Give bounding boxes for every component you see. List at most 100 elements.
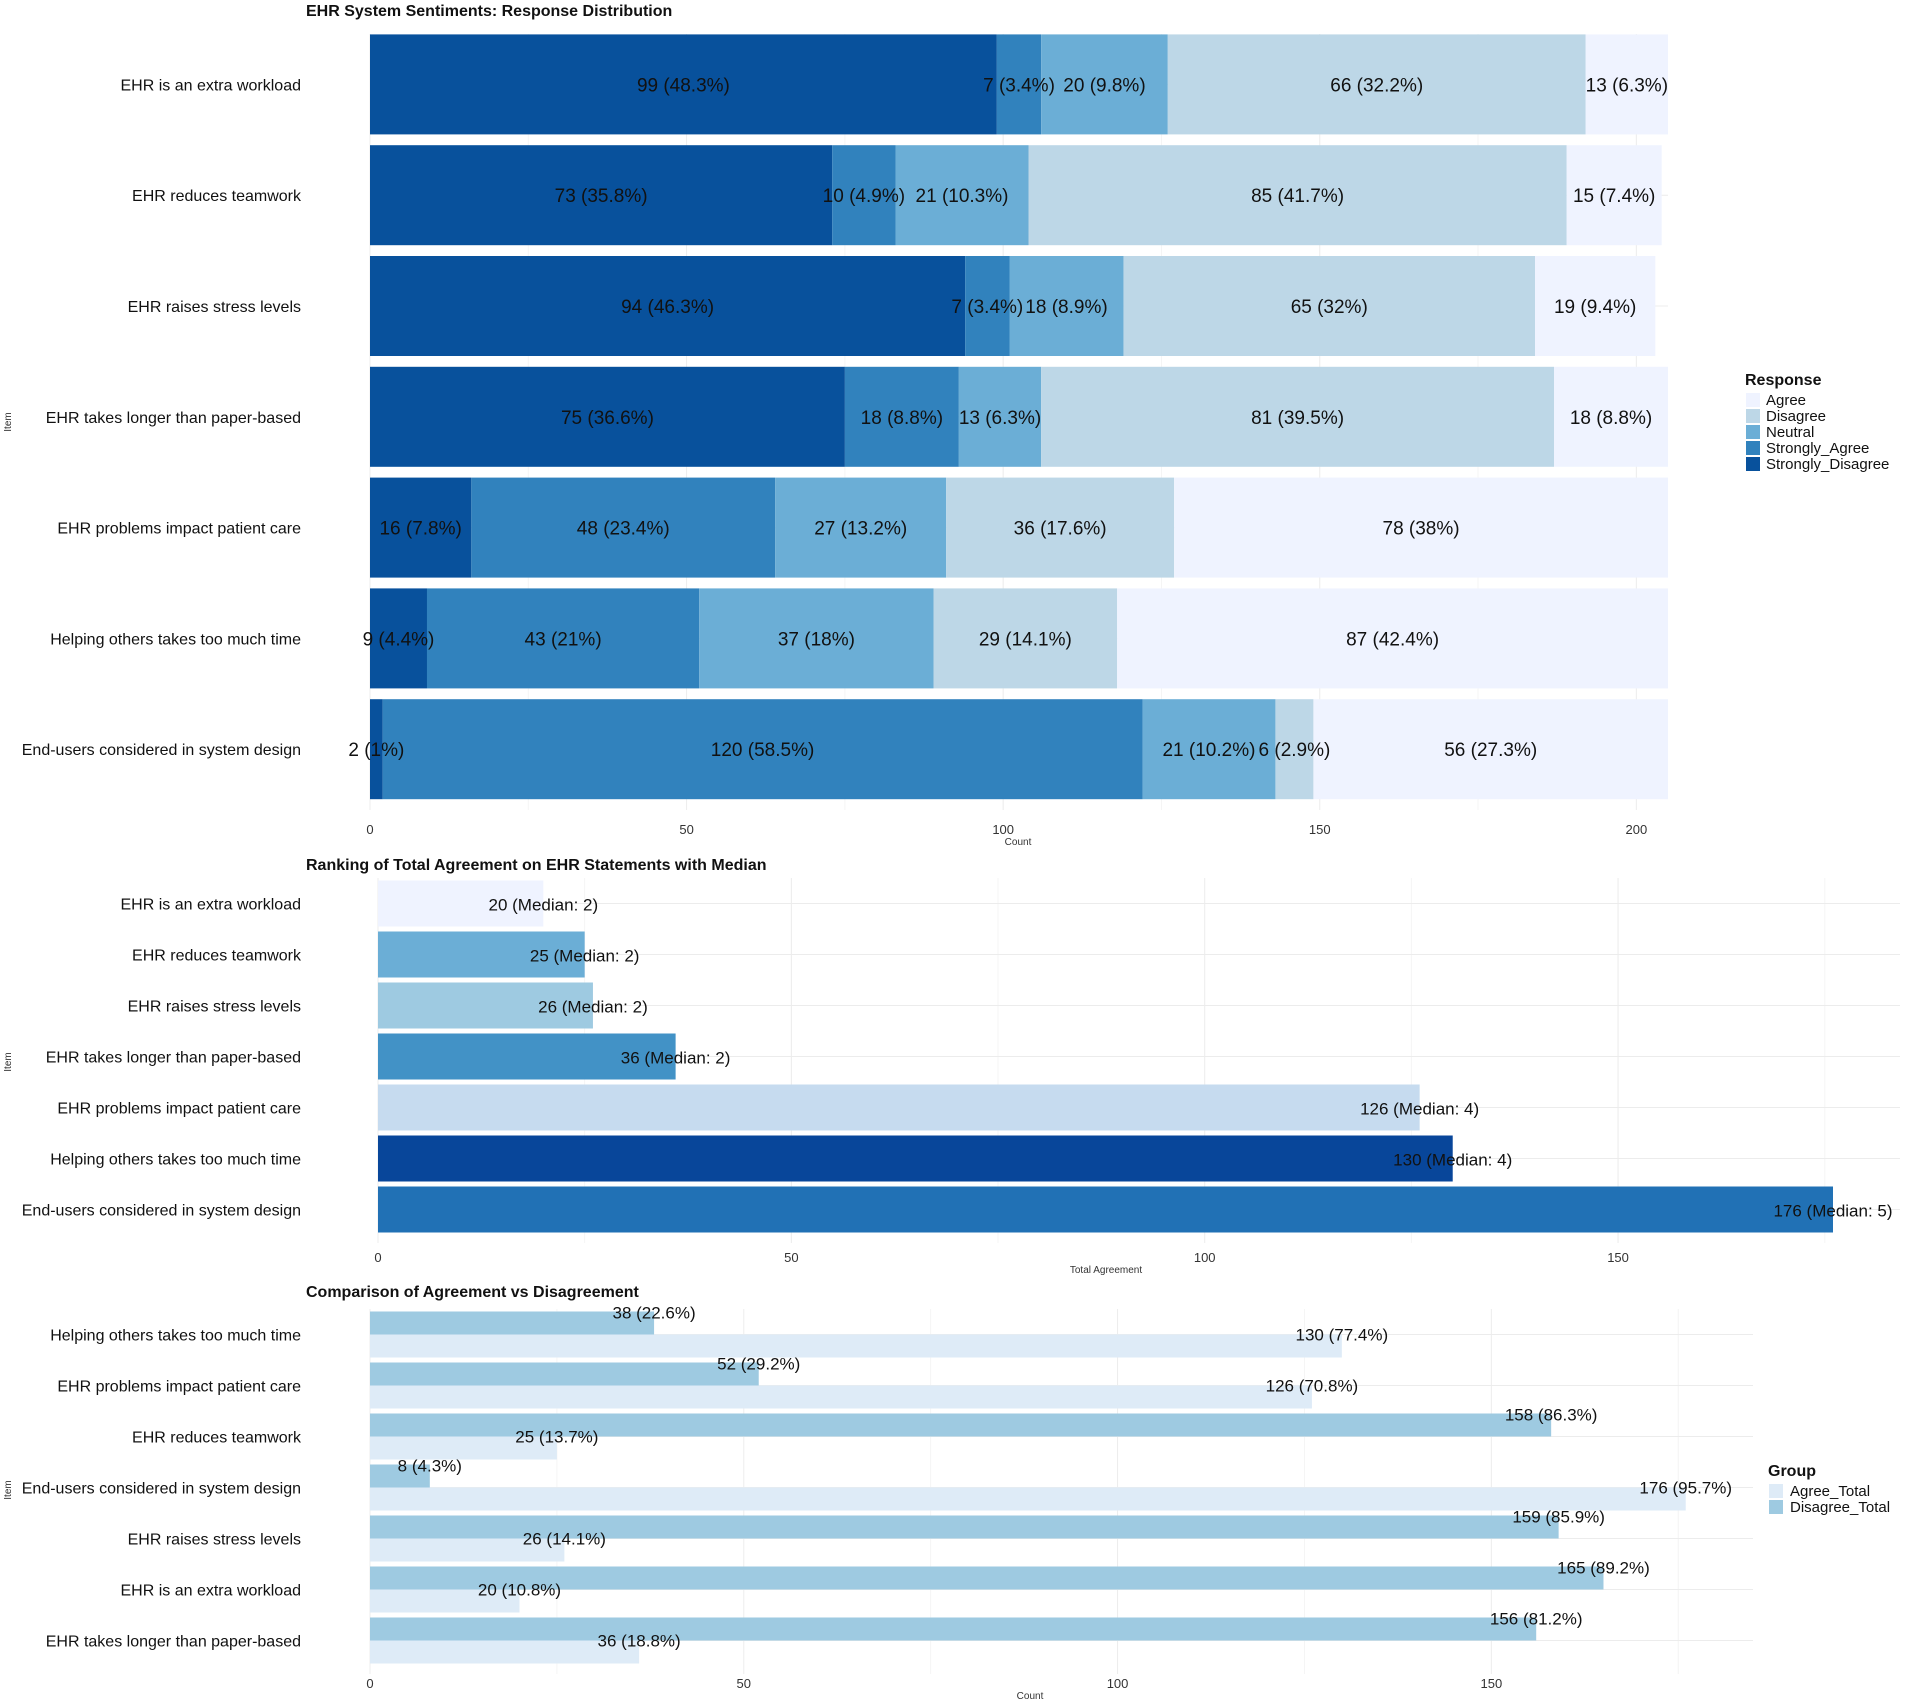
panel3-bar-agree-total-3 xyxy=(370,1487,1686,1511)
panel3-category-label-0: Helping others takes too much time xyxy=(50,1328,301,1345)
panel3-bar-disagree-total-5 xyxy=(370,1566,1604,1590)
panel1-data-label-agree-0: 13 (6.3%) xyxy=(1586,75,1668,96)
panel1-bar-neutral-0 xyxy=(1041,34,1168,135)
panel1-legend-swatch-2 xyxy=(1746,425,1760,439)
panel1-data-label-strongly-agree-3: 18 (8.8%) xyxy=(861,408,943,429)
panel1-legend-label-3: Strongly_Agree xyxy=(1766,440,1869,457)
panel1-legend-label-1: Disagree xyxy=(1766,408,1826,425)
panel3-bar-disagree-total-6 xyxy=(370,1617,1537,1641)
panel3-category-label-5: EHR is an extra workload xyxy=(120,1583,301,1600)
panel2-category-label-6: End-users considered in system design xyxy=(22,1203,301,1220)
panel1-title: EHR System Sentiments: Response Distribu… xyxy=(306,3,672,20)
panel1-bar-disagree-5 xyxy=(933,588,1118,689)
panel3-data-label-agree-total-4: 26 (14.1%) xyxy=(523,1530,606,1549)
panel1-data-label-strongly-disagree-3: 75 (36.6%) xyxy=(561,408,654,429)
panel2-category-label-4: EHR problems impact patient care xyxy=(57,1101,301,1118)
panel2-category-label-0: EHR is an extra workload xyxy=(120,897,301,914)
panel-response-distribution: EHR System Sentiments: Response Distribu… xyxy=(3,3,1889,848)
panel1-bar-neutral-3 xyxy=(958,366,1042,467)
panel1-ylabel: Item xyxy=(3,412,14,431)
panel1-bar-strongly-agree-1 xyxy=(832,145,896,246)
panel1-data-label-neutral-2: 18 (8.9%) xyxy=(1025,297,1107,318)
panel2-title: Ranking of Total Agreement on EHR Statem… xyxy=(306,857,766,874)
panel1-bar-disagree-0 xyxy=(1167,34,1586,135)
panel1-data-label-strongly-agree-1: 10 (4.9%) xyxy=(823,186,905,207)
panel1-data-label-strongly-agree-2: 7 (3.4%) xyxy=(951,297,1023,318)
panel3-category-label-4: EHR raises stress levels xyxy=(128,1532,301,1549)
panel1-bar-agree-2 xyxy=(1535,256,1656,356)
panel1-data-label-strongly-disagree-6: 2 (1%) xyxy=(348,740,404,761)
panel1-data-label-agree-2: 19 (9.4%) xyxy=(1554,297,1636,318)
panel3-category-label-6: EHR takes longer than paper-based xyxy=(46,1634,301,1651)
panel1-data-label-neutral-3: 13 (6.3%) xyxy=(959,408,1041,429)
panel3-bar-agree-total-2 xyxy=(370,1436,557,1460)
panel3-legend-title: Group xyxy=(1768,1463,1816,1480)
panel1-bar-strongly-agree-3 xyxy=(844,366,959,467)
panel3-xlabel: Count xyxy=(1017,1691,1044,1702)
panel1-category-label-0: EHR is an extra workload xyxy=(120,77,301,94)
panel1-bar-agree-6 xyxy=(1313,699,1668,800)
panel1-data-label-disagree-5: 29 (14.1%) xyxy=(979,629,1072,650)
panel1-data-label-agree-4: 78 (38%) xyxy=(1383,519,1460,540)
panel1-data-label-strongly-disagree-0: 99 (48.3%) xyxy=(637,75,730,96)
panel1-bar-agree-0 xyxy=(1585,34,1668,135)
panel2-bar-5 xyxy=(378,1135,1453,1182)
panel3-data-label-disagree-total-5: 165 (89.2%) xyxy=(1557,1559,1650,1578)
panel2-bar-1 xyxy=(378,931,585,978)
panel1-data-label-neutral-1: 21 (10.3%) xyxy=(916,186,1009,207)
panel2-bar-3 xyxy=(378,1033,676,1080)
panel2-category-label-2: EHR raises stress levels xyxy=(128,999,301,1016)
panel1-bar-agree-3 xyxy=(1554,366,1668,467)
panel1-bar-strongly-disagree-6 xyxy=(370,699,383,800)
panel1-xtick-2: 100 xyxy=(992,822,1014,837)
panel1-bar-disagree-1 xyxy=(1028,145,1567,246)
panel3-data-label-agree-total-2: 25 (13.7%) xyxy=(515,1428,598,1447)
panel1-data-label-strongly-disagree-5: 9 (4.4%) xyxy=(363,629,435,650)
panel1-bar-strongly-disagree-5 xyxy=(370,588,427,689)
panel1-xtick-4: 200 xyxy=(1625,822,1647,837)
panel3-bar-agree-total-5 xyxy=(370,1589,520,1613)
panel1-legend-swatch-1 xyxy=(1746,409,1760,423)
panel3-bar-agree-total-0 xyxy=(370,1334,1342,1358)
panel3-category-label-1: EHR problems impact patient care xyxy=(57,1379,301,1396)
panel2-xtick-2: 100 xyxy=(1194,1250,1216,1265)
panel1-bar-strongly-disagree-4 xyxy=(370,477,472,578)
panel2-data-label-3: 36 (Median: 2) xyxy=(621,1049,731,1068)
panel3-bar-disagree-total-0 xyxy=(370,1311,655,1335)
panel1-data-label-disagree-6: 6 (2.9%) xyxy=(1259,740,1331,761)
panel1-data-label-strongly-agree-5: 43 (21%) xyxy=(525,629,602,650)
panel1-legend-title: Response xyxy=(1745,372,1822,389)
panel3-bar-disagree-total-4 xyxy=(370,1515,1559,1539)
panel1-data-label-agree-1: 15 (7.4%) xyxy=(1573,186,1655,207)
panel3-legend-label-1: Disagree_Total xyxy=(1790,1499,1890,1516)
panel1-bar-strongly-agree-4 xyxy=(471,477,776,578)
panel1-data-label-strongly-agree-0: 7 (3.4%) xyxy=(983,75,1055,96)
panel2-xtick-0: 0 xyxy=(374,1250,381,1265)
panel1-bar-agree-1 xyxy=(1566,145,1662,246)
panel2-data-label-5: 130 (Median: 4) xyxy=(1393,1151,1512,1170)
panel2-ylabel: Item xyxy=(3,1052,14,1071)
panel3-xtick-3: 150 xyxy=(1480,1676,1502,1691)
panel-agree-vs-disagree: Comparison of Agreement vs Disagreement … xyxy=(3,1284,1890,1702)
panel2-bar-0 xyxy=(378,880,544,927)
panel3-data-label-disagree-total-1: 52 (29.2%) xyxy=(717,1355,800,1374)
panel3-bar-agree-total-1 xyxy=(370,1385,1312,1409)
panel1-legend-label-4: Strongly_Disagree xyxy=(1766,456,1889,473)
panel1-category-label-3: EHR takes longer than paper-based xyxy=(46,410,301,427)
panel2-bar-4 xyxy=(378,1084,1420,1131)
panel1-data-label-strongly-agree-6: 120 (58.5%) xyxy=(711,740,815,761)
panel3-data-label-agree-total-5: 20 (10.8%) xyxy=(478,1581,561,1600)
panel1-bar-neutral-4 xyxy=(775,477,947,578)
panel3-bar-disagree-total-1 xyxy=(370,1362,759,1386)
panel3-data-label-disagree-total-3: 8 (4.3%) xyxy=(398,1457,462,1476)
panel1-data-label-disagree-1: 85 (41.7%) xyxy=(1251,186,1344,207)
panel1-data-label-disagree-4: 36 (17.6%) xyxy=(1014,519,1107,540)
panel3-title: Comparison of Agreement vs Disagreement xyxy=(306,1284,640,1301)
panel1-data-label-strongly-agree-4: 48 (23.4%) xyxy=(577,519,670,540)
panel1-data-label-neutral-5: 37 (18%) xyxy=(778,629,855,650)
panel1-bar-strongly-agree-6 xyxy=(382,699,1143,800)
panel3-legend-swatch-1 xyxy=(1769,1500,1783,1514)
panel1-data-label-strongly-disagree-2: 94 (46.3%) xyxy=(621,297,714,318)
